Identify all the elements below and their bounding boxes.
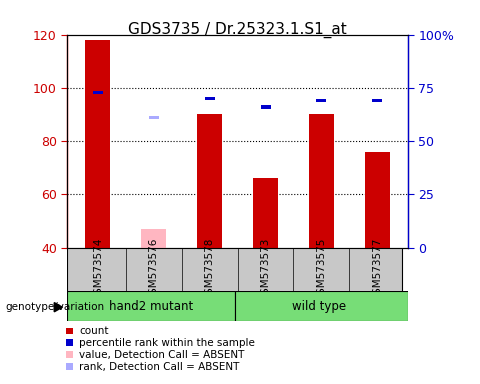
Bar (365, 152, 390, 248)
Text: GSM573578: GSM573578 (204, 238, 215, 301)
FancyBboxPatch shape (235, 291, 408, 321)
Text: GSM573575: GSM573575 (316, 238, 326, 301)
Text: count: count (79, 326, 108, 336)
Bar (85, 40, 110, 248)
Text: value, Detection Call = ABSENT: value, Detection Call = ABSENT (79, 350, 245, 360)
Bar (253, 179, 278, 248)
Text: hand2 mutant: hand2 mutant (109, 300, 193, 313)
Text: GSM573577: GSM573577 (372, 238, 382, 301)
Bar (204, 97, 215, 100)
Bar (316, 99, 326, 102)
FancyBboxPatch shape (67, 291, 235, 321)
Bar (93, 91, 103, 94)
Text: wild type: wild type (291, 300, 346, 313)
Bar (261, 106, 271, 109)
Text: genotype/variation: genotype/variation (6, 302, 105, 312)
Text: percentile rank within the sample: percentile rank within the sample (79, 338, 255, 348)
Bar (309, 114, 334, 248)
Bar (141, 229, 167, 248)
Polygon shape (54, 303, 62, 312)
Text: GSM573574: GSM573574 (93, 238, 103, 301)
Text: GSM573573: GSM573573 (261, 238, 271, 301)
Text: rank, Detection Call = ABSENT: rank, Detection Call = ABSENT (79, 362, 240, 372)
Bar (149, 116, 159, 119)
Bar (372, 99, 382, 102)
Text: GSM573576: GSM573576 (149, 238, 159, 301)
FancyBboxPatch shape (67, 248, 402, 292)
Bar (197, 114, 222, 248)
Text: GDS3735 / Dr.25323.1.S1_at: GDS3735 / Dr.25323.1.S1_at (128, 22, 347, 38)
